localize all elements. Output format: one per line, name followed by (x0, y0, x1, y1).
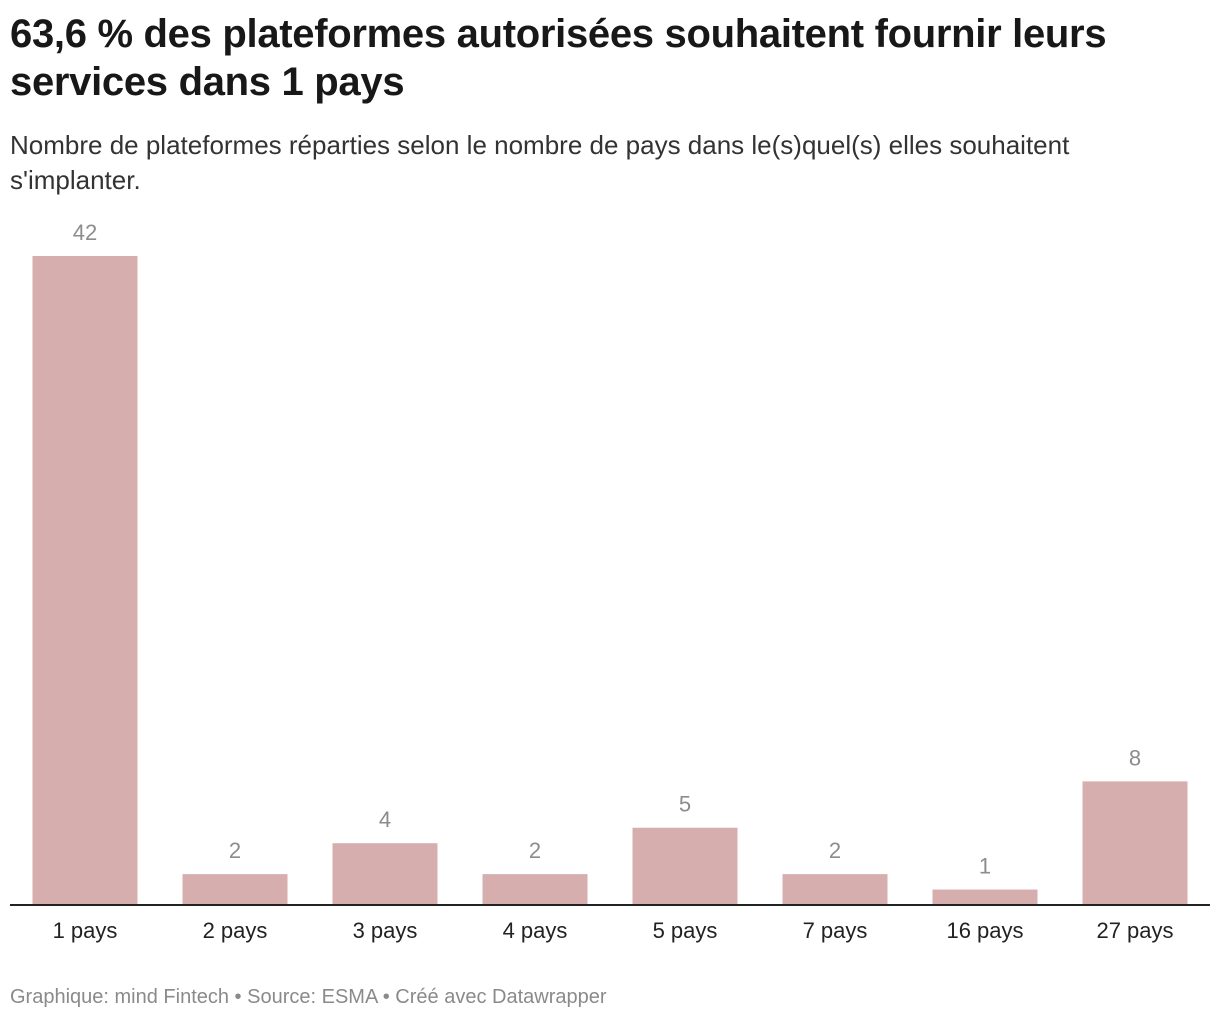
bar-1-pays (32, 256, 138, 905)
category-label: 1 pays (53, 918, 118, 943)
category-label: 16 pays (946, 918, 1023, 943)
chart-subtitle: Nombre de plateformes réparties selon le… (10, 130, 1070, 195)
category-label: 3 pays (353, 918, 418, 943)
category-label: 2 pays (203, 918, 268, 943)
value-label: 8 (1129, 745, 1141, 770)
chart-title: 63,6 % des plateformes autorisées souhai… (10, 12, 1107, 104)
value-label: 2 (829, 838, 841, 863)
value-label: 4 (379, 807, 391, 832)
value-label: 2 (529, 838, 541, 863)
bar-4-pays (482, 874, 588, 905)
category-label: 27 pays (1096, 918, 1173, 943)
bar-27-pays (1082, 781, 1188, 905)
value-label: 2 (229, 838, 241, 863)
category-label: 7 pays (803, 918, 868, 943)
value-label: 1 (979, 854, 991, 879)
bar-2-pays (182, 874, 288, 905)
category-labels-group: 1 pays 2 pays 3 pays 4 pays 5 pays 7 pays 16 p… (53, 918, 1174, 943)
bar-16-pays (932, 889, 1038, 905)
bar-7-pays (782, 874, 888, 905)
bar-5-pays (632, 827, 738, 905)
value-label: 5 (679, 792, 691, 817)
bar-3-pays (332, 843, 438, 905)
category-label: 4 pays (503, 918, 568, 943)
category-label: 5 pays (653, 918, 718, 943)
value-label: 42 (73, 220, 97, 245)
bars-group (32, 256, 1188, 905)
chart-footer-credit: Graphique: mind Fintech • Source: ESMA •… (10, 986, 607, 1008)
